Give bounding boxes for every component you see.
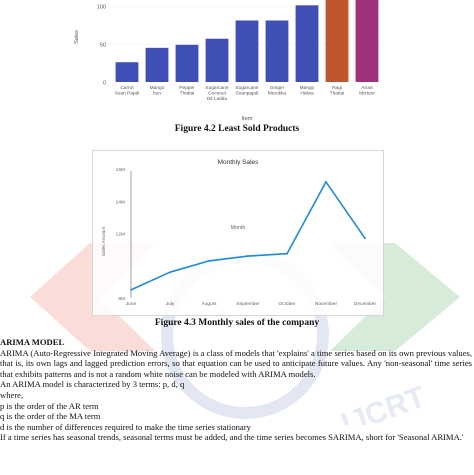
arima-section: ARIMA MODEL ARIMA (Auto-Regressive Integ… bbox=[0, 337, 472, 443]
figure-4-2-caption: Figure 4.2 Least Sold Products bbox=[174, 124, 300, 134]
paragraph-sarima: If a time series has seasonal trends, se… bbox=[0, 432, 464, 443]
y-tick-label: 100 bbox=[97, 5, 106, 11]
x-tick-label: Sugarcane Coconut Dil Laddu bbox=[205, 85, 229, 102]
paragraph-where: where, bbox=[0, 389, 24, 400]
least-sold-products-chart: 0 50 100 Sales Carrot Soan Papdi Mango bun Peppe… bbox=[74, 0, 382, 122]
x-tick-label: Ginger Murukku bbox=[268, 85, 287, 96]
data-point bbox=[247, 255, 249, 257]
monthly-sales-chart-frame: Monthly Sales 8M 12M 14M 16M Sales Amount June… bbox=[92, 150, 384, 316]
x-tick-label: Mango bun bbox=[150, 85, 165, 96]
bar bbox=[145, 47, 169, 82]
paragraph-terms: An ARIMA model is characterized by 3 ter… bbox=[0, 379, 185, 390]
bar bbox=[265, 20, 289, 82]
y-tick-label: 12M bbox=[116, 232, 125, 238]
y-tick-label: 14M bbox=[116, 199, 125, 205]
term-p: p is the order of the AR term bbox=[0, 400, 99, 411]
bar bbox=[355, 0, 379, 82]
x-tick-label: July bbox=[166, 301, 175, 307]
figure-4-3-caption: Figure 4.3 Monthly sales of the company bbox=[154, 318, 320, 328]
bar bbox=[175, 44, 199, 82]
x-tick-label: Pepper Thattai bbox=[179, 85, 195, 96]
chart-title: Monthly Sales bbox=[218, 159, 260, 166]
term-q: q is the order of the MA term bbox=[0, 411, 101, 422]
y-tick-label: 16M bbox=[116, 167, 125, 173]
data-point bbox=[208, 260, 210, 262]
y-axis-label: Sales Amount bbox=[101, 226, 107, 256]
bar bbox=[325, 0, 349, 82]
x-tick-label: Ragi Thattai bbox=[330, 85, 345, 96]
monthly-sales-chart: Monthly Sales 8M 12M 14M 16M Sales Amount June… bbox=[101, 159, 377, 307]
paragraph-arima-definition: ARIMA (Auto-Regressive Integrated Moving… bbox=[0, 347, 472, 379]
x-tick-label: Carrot Soan Papdi bbox=[115, 85, 140, 96]
data-point bbox=[130, 289, 132, 291]
x-tick-label: November bbox=[315, 301, 338, 307]
section-heading: ARIMA MODEL bbox=[0, 337, 65, 347]
x-tick-label: December bbox=[354, 301, 377, 307]
x-tick-label: Mango Halwa bbox=[300, 85, 315, 96]
bar bbox=[295, 5, 319, 83]
term-d: d is the number of differences required … bbox=[0, 421, 251, 432]
x-tick-label: October bbox=[278, 301, 295, 307]
y-axis-label: Sales bbox=[74, 30, 80, 44]
x-tick-label: August bbox=[202, 301, 218, 307]
sales-line bbox=[130, 181, 366, 291]
x-tick-label: Aroot Mixture bbox=[359, 85, 375, 96]
bar bbox=[205, 38, 229, 82]
y-tick-label: 0 bbox=[103, 81, 106, 87]
x-tick-label: September bbox=[236, 301, 260, 307]
y-tick-label: 50 bbox=[100, 43, 106, 49]
x-tick-label: June bbox=[126, 301, 137, 307]
bar bbox=[115, 62, 139, 82]
data-point bbox=[286, 252, 288, 255]
y-tick-label: 8M bbox=[118, 296, 125, 302]
x-axis-label: Month bbox=[231, 225, 246, 231]
data-point bbox=[325, 181, 327, 183]
x-axis-label: Item bbox=[241, 116, 252, 122]
bar bbox=[235, 20, 259, 82]
data-point bbox=[169, 271, 171, 274]
data-point bbox=[364, 237, 366, 240]
x-tick-label: Sugarcane Soanpapdi bbox=[235, 85, 259, 96]
